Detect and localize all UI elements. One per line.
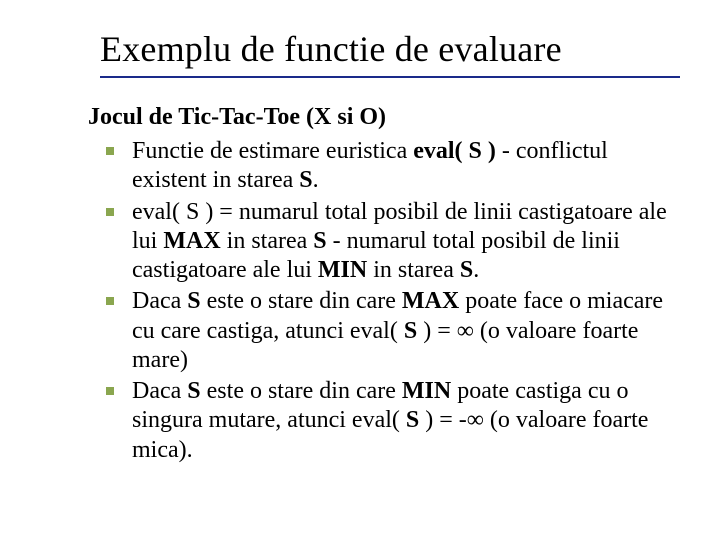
slide: Exemplu de functie de evaluare Jocul de … [0, 0, 720, 540]
list-item: eval( S ) = numarul total posibil de lin… [100, 198, 680, 286]
slide-title: Exemplu de functie de evaluare [100, 28, 680, 78]
list-item: Daca S este o stare din care MIN poate c… [100, 377, 680, 465]
bullet-list: Functie de estimare euristica eval( S ) … [100, 137, 680, 465]
slide-subtitle: Jocul de Tic‑Tac‑Toe (X si O) [88, 104, 680, 131]
list-item: Daca S este o stare din care MAX poate f… [100, 287, 680, 375]
list-item: Functie de estimare euristica eval( S ) … [100, 137, 680, 196]
